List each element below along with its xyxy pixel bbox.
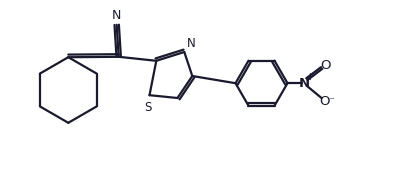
Text: O: O: [319, 95, 329, 108]
Text: O: O: [320, 59, 330, 72]
Text: N: N: [187, 37, 196, 50]
Text: +: +: [306, 72, 314, 82]
Text: N: N: [299, 77, 310, 90]
Text: ⁻: ⁻: [329, 97, 335, 107]
Text: S: S: [144, 101, 151, 114]
Text: N: N: [112, 9, 121, 22]
